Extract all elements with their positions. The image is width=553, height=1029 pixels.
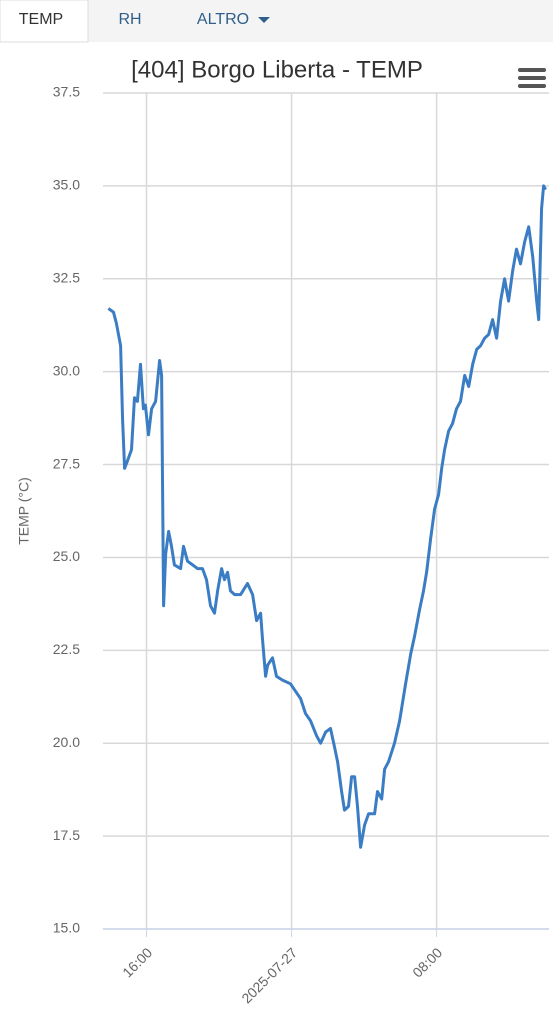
- y-tick-label: 22.5: [53, 641, 80, 657]
- y-tick-label: 35.0: [53, 177, 80, 193]
- x-tick-label: 08:00: [409, 944, 445, 980]
- y-tick-label: 25.0: [53, 548, 80, 564]
- data-line: [107, 184, 547, 849]
- menu-icon[interactable]: [518, 68, 546, 88]
- tab[interactable]: RH: [118, 11, 141, 28]
- y-tick-label: 20.0: [53, 734, 80, 750]
- tab-bar: [0, 0, 553, 42]
- tab[interactable]: TEMP: [19, 11, 63, 28]
- y-tick-label: 17.5: [53, 827, 80, 843]
- tab[interactable]: ALTRO: [197, 11, 249, 28]
- x-tick-label: 2025-07-27: [238, 944, 300, 1006]
- y-tick-label: 15.0: [53, 920, 80, 936]
- y-tick-label: 32.5: [53, 269, 80, 285]
- x-tick-label: 16:00: [119, 944, 155, 980]
- y-axis-title: TEMP (°C): [16, 477, 32, 545]
- y-tick-label: 37.5: [53, 84, 80, 100]
- y-tick-label: 30.0: [53, 362, 80, 378]
- tab-active-bg: [0, 0, 89, 43]
- chart-title: [404] Borgo Liberta - TEMP: [131, 56, 423, 83]
- y-tick-label: 27.5: [53, 455, 80, 471]
- dropdown-caret[interactable]: [258, 17, 270, 23]
